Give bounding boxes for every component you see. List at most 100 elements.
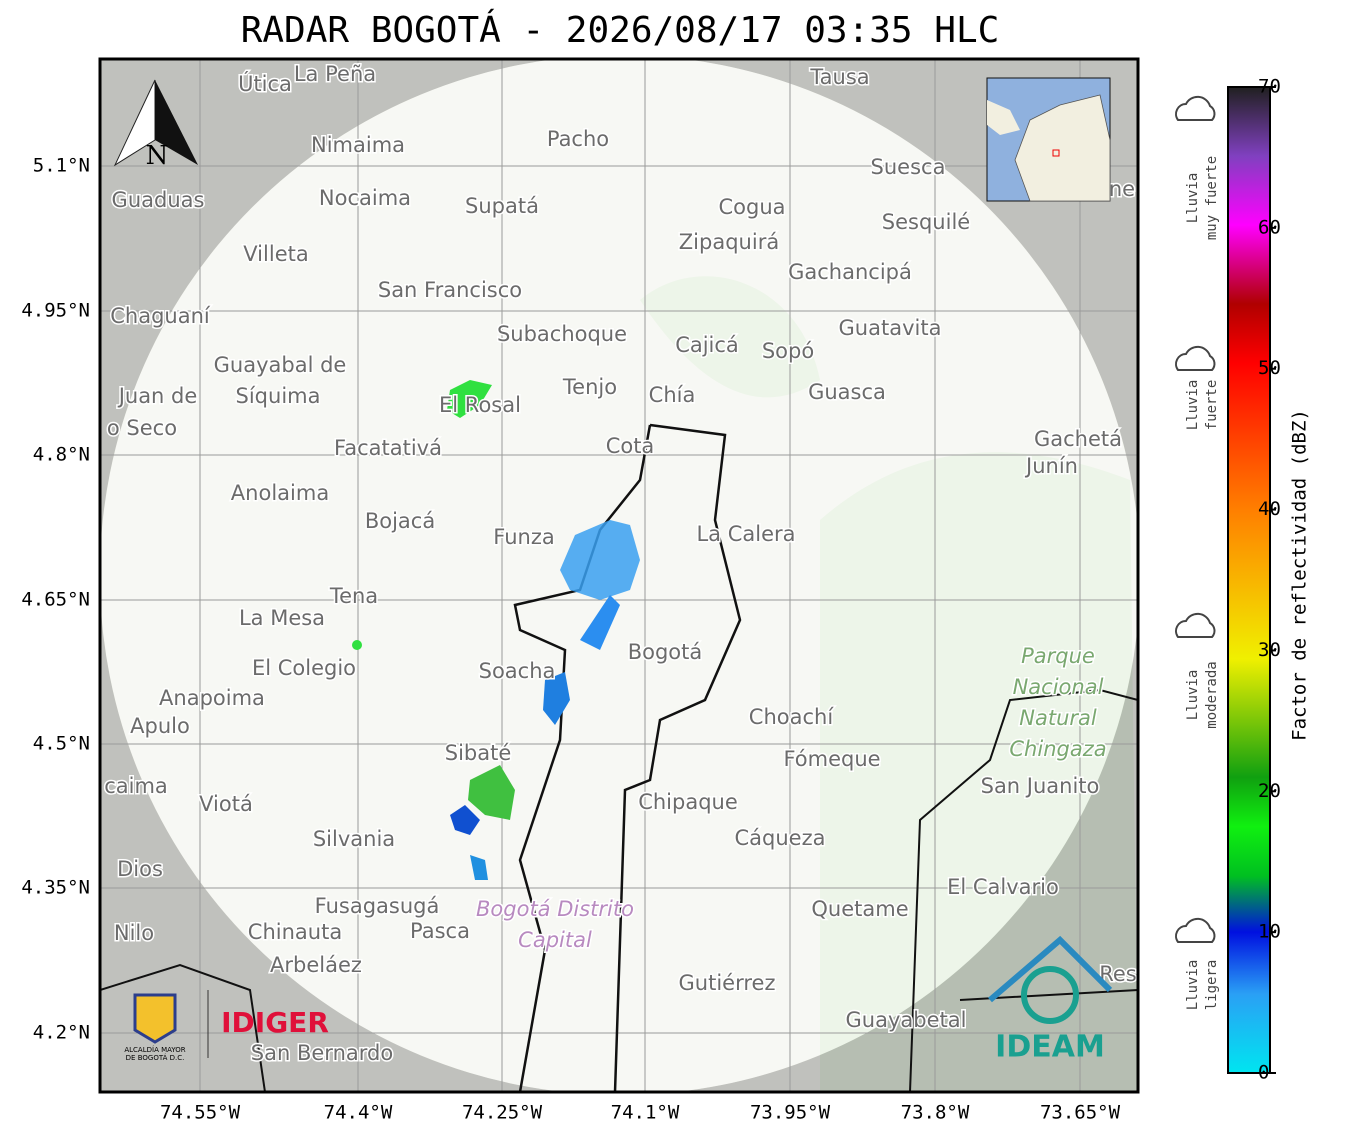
ideam-roof bbox=[988, 935, 1113, 1003]
place-label: Anolaima bbox=[231, 481, 329, 505]
legend-text: muy fuerte bbox=[1204, 156, 1220, 240]
lat-label: 4.8°N bbox=[33, 444, 90, 466]
place-label: Choachí bbox=[749, 705, 835, 729]
district-label: Capital bbox=[518, 928, 592, 952]
alcaldia-text: DE BOGOTÁ D.C. bbox=[126, 1053, 185, 1062]
legend-text: Lluvia bbox=[1185, 670, 1201, 721]
place-label: Guayabal de bbox=[214, 353, 347, 377]
place-label: Dios bbox=[117, 857, 163, 881]
place-label: Quetame bbox=[811, 897, 908, 921]
colorbar-tick-label: 20 bbox=[1258, 780, 1281, 802]
place-label: Guasca bbox=[808, 380, 886, 404]
colorbar-tick-label: 10 bbox=[1258, 921, 1281, 943]
place-label: Guayabetal bbox=[846, 1008, 967, 1032]
lon-label: 74.55°W bbox=[160, 1102, 241, 1124]
north-arrow bbox=[155, 80, 198, 165]
place-label: Guaduas bbox=[112, 188, 205, 212]
title: RADAR BOGOTÁ - 2026/08/17 03:35 HLC bbox=[241, 9, 1000, 51]
axes: 5.1°N 4.95°N 4.8°N 4.65°N 4.5°N 4.35°N 4.2°N 74… bbox=[21, 155, 1120, 1124]
lat-label: 4.5°N bbox=[33, 733, 90, 755]
colorbar-tick-label: 50 bbox=[1258, 357, 1281, 379]
legend-text: ligera bbox=[1204, 960, 1220, 1011]
inset-marker bbox=[1052, 149, 1060, 157]
place-label: Bogotá bbox=[628, 640, 703, 664]
place-label: Cota bbox=[606, 434, 655, 458]
place-label: Chinauta bbox=[248, 920, 342, 944]
place-label: Nocaima bbox=[319, 186, 411, 210]
idiger-logo: IDIGER bbox=[221, 1006, 329, 1039]
place-label: Tausa bbox=[809, 65, 869, 89]
inset-land bbox=[987, 100, 1020, 135]
district-label: Bogotá Distrito bbox=[476, 897, 634, 921]
place-label: Viotá bbox=[199, 792, 253, 816]
place-label: San Bernardo bbox=[251, 1041, 393, 1065]
place-label: Fómeque bbox=[783, 747, 880, 771]
weather-icon bbox=[1175, 95, 1216, 121]
lon-label: 74.25°W bbox=[462, 1102, 543, 1124]
place-label: San Francisco bbox=[378, 278, 522, 302]
place-label: Útica bbox=[238, 71, 292, 96]
place-label: Tena bbox=[329, 584, 378, 608]
radar-echoes bbox=[352, 380, 640, 880]
place-label: Pasca bbox=[410, 919, 470, 943]
place-label: La Calera bbox=[696, 522, 795, 546]
place-label: Chía bbox=[649, 383, 696, 407]
colorbar-label: Factor de reflectividad (dBZ) bbox=[1289, 409, 1311, 741]
place-labels: Útica La Peña Tausa Pacho Nimaima Guaduas Noca… bbox=[103, 61, 1138, 1067]
place-label: Tenjo bbox=[562, 375, 617, 399]
place-label: Supatá bbox=[465, 194, 539, 218]
park-label: Natural bbox=[1019, 706, 1097, 730]
place-label: Villeta bbox=[243, 242, 308, 266]
north-label: N bbox=[146, 141, 169, 171]
colorbar-tick-label: 0 bbox=[1258, 1062, 1269, 1084]
place-label: El Rosal bbox=[439, 393, 521, 417]
alcaldia-shield bbox=[133, 993, 177, 1044]
weather-icon bbox=[1175, 917, 1216, 943]
place-label: Sibaté bbox=[445, 741, 512, 765]
lat-label: 4.65°N bbox=[21, 589, 90, 611]
place-label: La Mesa bbox=[239, 606, 325, 630]
place-label: Gutiérrez bbox=[679, 971, 776, 995]
place-label: La Peña bbox=[294, 62, 376, 86]
colorbar bbox=[1227, 86, 1271, 1074]
legend-text: Lluvia bbox=[1185, 173, 1201, 224]
colorbar-tick-label: 30 bbox=[1258, 639, 1281, 661]
place-label: Cogua bbox=[718, 195, 785, 219]
lon-label: 73.8°W bbox=[901, 1102, 970, 1124]
place-label: Apulo bbox=[130, 714, 190, 738]
place-label: Síquima bbox=[236, 384, 321, 408]
place-label: Bojacá bbox=[365, 509, 435, 533]
legend-text: moderada bbox=[1204, 661, 1220, 728]
legend-text: fuerte bbox=[1204, 380, 1220, 431]
place-label: Fusagasugá bbox=[315, 894, 440, 918]
park-label: Parque bbox=[1021, 644, 1095, 668]
place-label: Anapoima bbox=[159, 686, 265, 710]
place-label: Funza bbox=[493, 525, 554, 549]
place-label: Gachetá bbox=[1034, 427, 1122, 451]
colorbar-ticks: 0 10 20 30 40 50 60 70 bbox=[1258, 76, 1281, 1084]
place-label: El Calvario bbox=[947, 875, 1059, 899]
inset-land bbox=[1014, 94, 1111, 202]
place-label: Soacha bbox=[479, 659, 556, 683]
lat-label: 5.1°N bbox=[33, 155, 90, 177]
place-label: Gachancipá bbox=[788, 260, 912, 284]
legend-text: Lluvia bbox=[1185, 960, 1201, 1011]
place-label: Arbeláez bbox=[270, 953, 362, 977]
place-label: Nimaima bbox=[311, 133, 405, 157]
legend-text: Lluvia bbox=[1185, 380, 1201, 431]
lat-label: 4.95°N bbox=[21, 300, 90, 322]
place-label: Chaguaní bbox=[110, 304, 211, 328]
place-label: Guatavita bbox=[839, 316, 942, 340]
place-label: San Juanito bbox=[981, 774, 1100, 798]
place-label: Suesca bbox=[871, 155, 946, 179]
lat-label: 4.2°N bbox=[33, 1022, 90, 1044]
graticule bbox=[100, 59, 1138, 1092]
map: Útica La Peña Tausa Pacho Nimaima Guaduas Noca… bbox=[100, 59, 1138, 1092]
place-label: Junín bbox=[1024, 454, 1078, 478]
place-label: Chipaque bbox=[638, 790, 738, 814]
place-label: ne bbox=[1109, 177, 1135, 201]
weather-icon bbox=[1175, 345, 1216, 371]
place-label: Cáqueza bbox=[735, 826, 826, 850]
place-label: Cajicá bbox=[675, 333, 739, 357]
